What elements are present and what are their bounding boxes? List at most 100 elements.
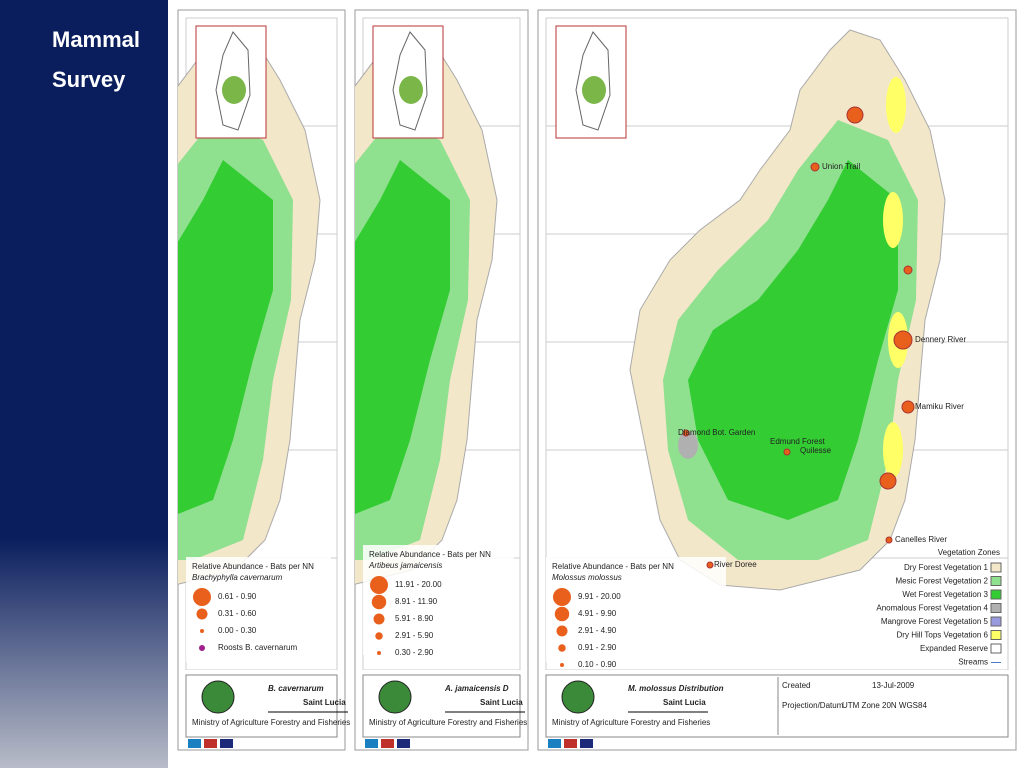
vegetation-item: Wet Forest Vegetation 3	[902, 590, 988, 599]
footer	[545, 674, 1009, 738]
dry-hill-tops	[883, 192, 903, 248]
legend-class: 2.91 - 4.90	[578, 626, 617, 635]
logo-strip	[381, 739, 394, 748]
vegetation-swatch	[990, 589, 1002, 600]
logo-strip	[365, 739, 378, 748]
vegetation-swatch	[990, 603, 1002, 613]
vegetation-item: Dry Hill Tops Vegetation 6	[897, 631, 989, 640]
logo-strip	[220, 739, 233, 748]
map-marker	[783, 448, 791, 456]
map-title: M. molossus Distribution	[628, 684, 724, 693]
vegetation-heading: Vegetation Zones	[938, 548, 1000, 557]
ministry-name: Ministry of Agriculture Forestry and Fis…	[369, 718, 527, 727]
wet-forest	[688, 160, 898, 520]
wet-forest	[178, 160, 273, 514]
logo-strip	[580, 739, 593, 748]
ministry-logo	[201, 680, 235, 714]
legend-symbol	[375, 632, 383, 640]
legend-symbol	[193, 588, 211, 606]
vegetation-item: Expanded Reserve	[920, 644, 989, 653]
legend-symbol	[196, 608, 208, 620]
place-label: Edmund Forest	[770, 437, 825, 446]
legend-class: 0.00 - 0.30	[218, 626, 257, 635]
legend-symbol	[370, 576, 388, 594]
map-marker	[901, 400, 915, 414]
legend-class: 9.91 - 20.00	[578, 592, 621, 601]
legend-symbol	[558, 644, 566, 652]
map-title: B. cavernarum	[268, 684, 324, 693]
legend-heading: Relative Abundance - Bats per NN	[369, 550, 491, 559]
map-info: Created	[782, 681, 810, 690]
logo-strip	[548, 739, 561, 748]
vegetation-swatch	[990, 576, 1002, 586]
vegetation-item: Streams	[958, 658, 988, 667]
logo-strip	[204, 739, 217, 748]
legend-class: 0.30 - 2.90	[395, 648, 434, 657]
map-marker	[879, 472, 897, 490]
legend-species: Artibeus jamaicensis	[368, 561, 442, 570]
place-label: Dennery River	[915, 335, 966, 344]
map-marker	[706, 561, 714, 569]
vegetation-item: Mangrove Forest Vegetation 5	[881, 617, 989, 626]
legend-symbol	[554, 606, 570, 622]
legend-symbol	[373, 613, 385, 625]
inset-area	[399, 76, 423, 104]
legend-species: Molossus molossus	[552, 573, 622, 582]
inset-area	[582, 76, 606, 104]
wet-forest	[355, 160, 450, 514]
legend-heading: Relative Abundance - Bats per NN	[552, 562, 674, 571]
legend-class: 4.91 - 9.90	[578, 609, 617, 618]
ministry-name: Ministry of Agriculture Forestry and Fis…	[192, 718, 350, 727]
maps: Relative Abundance - Bats per NN Brachyph…	[177, 9, 1017, 751]
vegetation-swatch	[990, 643, 1002, 654]
legend-symbol	[200, 629, 204, 633]
legend-class: 5.91 - 8.90	[395, 614, 434, 623]
anomalous-forest	[678, 431, 698, 459]
legend-class: 8.91 - 11.90	[395, 597, 438, 606]
place-label: Mamiku River	[915, 402, 964, 411]
legend-symbol	[199, 645, 205, 651]
legend-class: 0.31 - 0.60	[218, 609, 257, 618]
legend-extra: Roosts B. cavernarum	[218, 643, 297, 652]
map-title: A. jamaicensis D	[444, 684, 509, 693]
legend-box	[546, 557, 726, 662]
dry-hill-tops	[883, 422, 903, 478]
dry-hill-tops	[886, 77, 906, 133]
vegetation-item: Anomalous Forest Vegetation 4	[876, 604, 988, 613]
legend-class: 0.61 - 0.90	[218, 592, 257, 601]
ministry-logo	[378, 680, 412, 714]
map-marker	[893, 330, 913, 350]
legend-symbol	[371, 594, 387, 610]
logo-strip	[188, 739, 201, 748]
place-label: Canelles River	[895, 535, 947, 544]
map-marker	[810, 162, 820, 172]
country-name: Saint Lucia	[303, 698, 346, 707]
inset-area	[222, 76, 246, 104]
place-label: Quilesse	[800, 446, 832, 455]
legend-species: Brachyphylla cavernarum	[192, 573, 283, 582]
ministry-name: Ministry of Agriculture Forestry and Fis…	[552, 718, 710, 727]
legend-class: 11.91 - 20.00	[395, 580, 442, 589]
vegetation-item: Dry Forest Vegetation 1	[904, 563, 989, 572]
map-marker	[903, 265, 913, 275]
vegetation-swatch	[990, 630, 1002, 640]
map-info: Projection/Datum	[782, 701, 844, 710]
map-marker	[682, 429, 690, 437]
legend-box	[363, 545, 514, 655]
legend-symbol	[377, 651, 381, 655]
legend-symbol	[556, 625, 568, 637]
country-name: Saint Lucia	[480, 698, 523, 707]
place-label: Diamond Bot. Garden	[678, 428, 755, 437]
legend-symbol	[553, 588, 571, 606]
slide-title: Mammal Survey	[52, 27, 141, 92]
country-name: Saint Lucia	[663, 698, 706, 707]
vegetation-item: Mesic Forest Vegetation 2	[896, 577, 989, 586]
logo-strip	[397, 739, 410, 748]
legend-box	[186, 557, 331, 662]
legend-heading: Relative Abundance - Bats per NN	[192, 562, 314, 571]
logo-strip	[564, 739, 577, 748]
legend-symbol	[560, 663, 564, 667]
legend-class: 2.91 - 5.90	[395, 631, 434, 640]
